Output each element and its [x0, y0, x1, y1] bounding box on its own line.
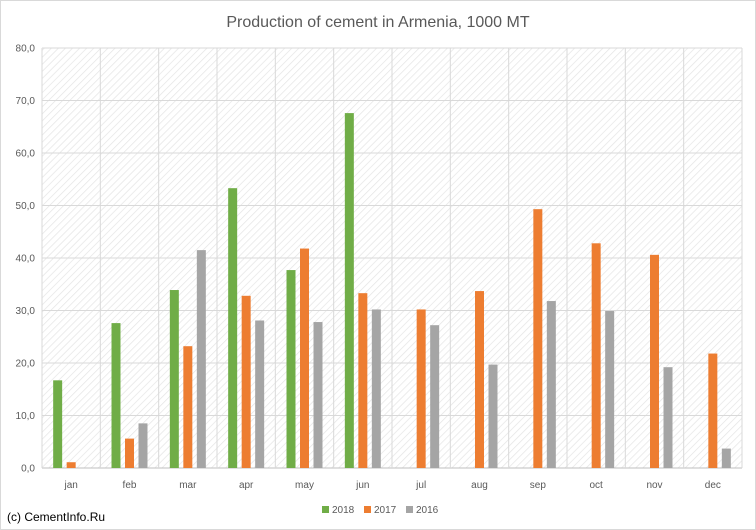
x-tick-label: nov — [646, 480, 662, 491]
bar-2017-jun — [358, 293, 368, 468]
legend-swatch-2017 — [364, 506, 371, 513]
x-tick-label: sep — [530, 480, 547, 491]
chart-title: Production of cement in Armenia, 1000 MT — [226, 14, 529, 31]
bars — [53, 113, 731, 469]
bar-2016-apr — [255, 320, 265, 468]
bar-2018-feb — [111, 323, 121, 468]
y-tick-label: 0,0 — [21, 464, 35, 475]
y-tick-label: 40,0 — [16, 254, 36, 265]
x-tick-label: feb — [123, 480, 137, 491]
y-tick-label: 20,0 — [16, 359, 36, 370]
bar-2017-mar — [183, 346, 193, 468]
bar-2016-feb — [138, 423, 148, 468]
bar-2016-aug — [488, 364, 498, 468]
y-tick-label: 10,0 — [16, 411, 36, 422]
x-tick-label: aug — [471, 480, 488, 491]
y-tick-label: 50,0 — [16, 201, 36, 212]
bar-2016-jul — [430, 325, 440, 468]
credit-text: (c) CementInfo.Ru — [7, 510, 105, 524]
bar-2016-jun — [371, 309, 381, 468]
y-tick-label: 30,0 — [16, 306, 36, 317]
legend-label-2017: 2017 — [374, 505, 397, 516]
bar-2016-sep — [546, 301, 556, 468]
bar-2016-nov — [663, 367, 673, 468]
legend-swatch-2016 — [406, 506, 413, 513]
legend-swatch-2018 — [322, 506, 329, 513]
bar-2018-jun — [344, 113, 354, 468]
bar-2016-mar — [196, 250, 206, 468]
bar-2017-apr — [241, 295, 251, 468]
bar-2017-feb — [125, 438, 134, 468]
x-tick-label: jul — [415, 480, 426, 491]
x-tick-label: dec — [705, 480, 721, 491]
axis-labels: 0,0 10,0 20,0 30,0 40,0 50,0 60,0 70,0 80,0 jan fe… — [16, 44, 721, 492]
gridlines — [41, 47, 743, 469]
bar-2017-aug — [475, 291, 484, 468]
y-tick-label: 60,0 — [16, 149, 36, 160]
legend-label-2018: 2018 — [332, 505, 355, 516]
bar-2016-may — [313, 322, 323, 468]
x-tick-label: jan — [63, 480, 77, 491]
bar-2016-dec — [721, 448, 731, 468]
bar-2018-mar — [169, 290, 179, 468]
bar-2018-may — [286, 270, 296, 468]
bar-2017-oct — [591, 243, 601, 468]
bar-2017-jan — [66, 462, 76, 468]
x-tick-label: apr — [239, 480, 254, 491]
y-tick-label: 70,0 — [16, 96, 36, 107]
bar-2017-may — [300, 248, 309, 468]
x-tick-label: jun — [355, 480, 369, 491]
bar-2018-apr — [228, 188, 238, 469]
bar-2018-jan — [53, 380, 63, 468]
y-tick-label: 80,0 — [16, 44, 36, 55]
bar-2017-dec — [708, 353, 718, 468]
bar-2016-oct — [605, 311, 615, 468]
x-tick-label: oct — [589, 480, 603, 491]
x-tick-label: mar — [179, 480, 197, 491]
legend-label-2016: 2016 — [416, 505, 439, 516]
legend: 2018 2017 2016 — [322, 505, 439, 516]
bar-2017-nov — [650, 254, 659, 468]
bar-2017-sep — [533, 209, 543, 469]
bar-2017-jul — [416, 309, 426, 468]
x-tick-label: may — [295, 480, 314, 491]
